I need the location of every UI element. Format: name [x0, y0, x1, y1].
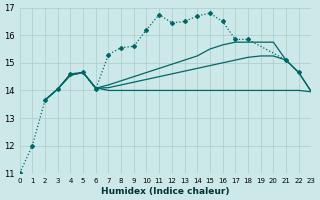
- X-axis label: Humidex (Indice chaleur): Humidex (Indice chaleur): [101, 187, 230, 196]
